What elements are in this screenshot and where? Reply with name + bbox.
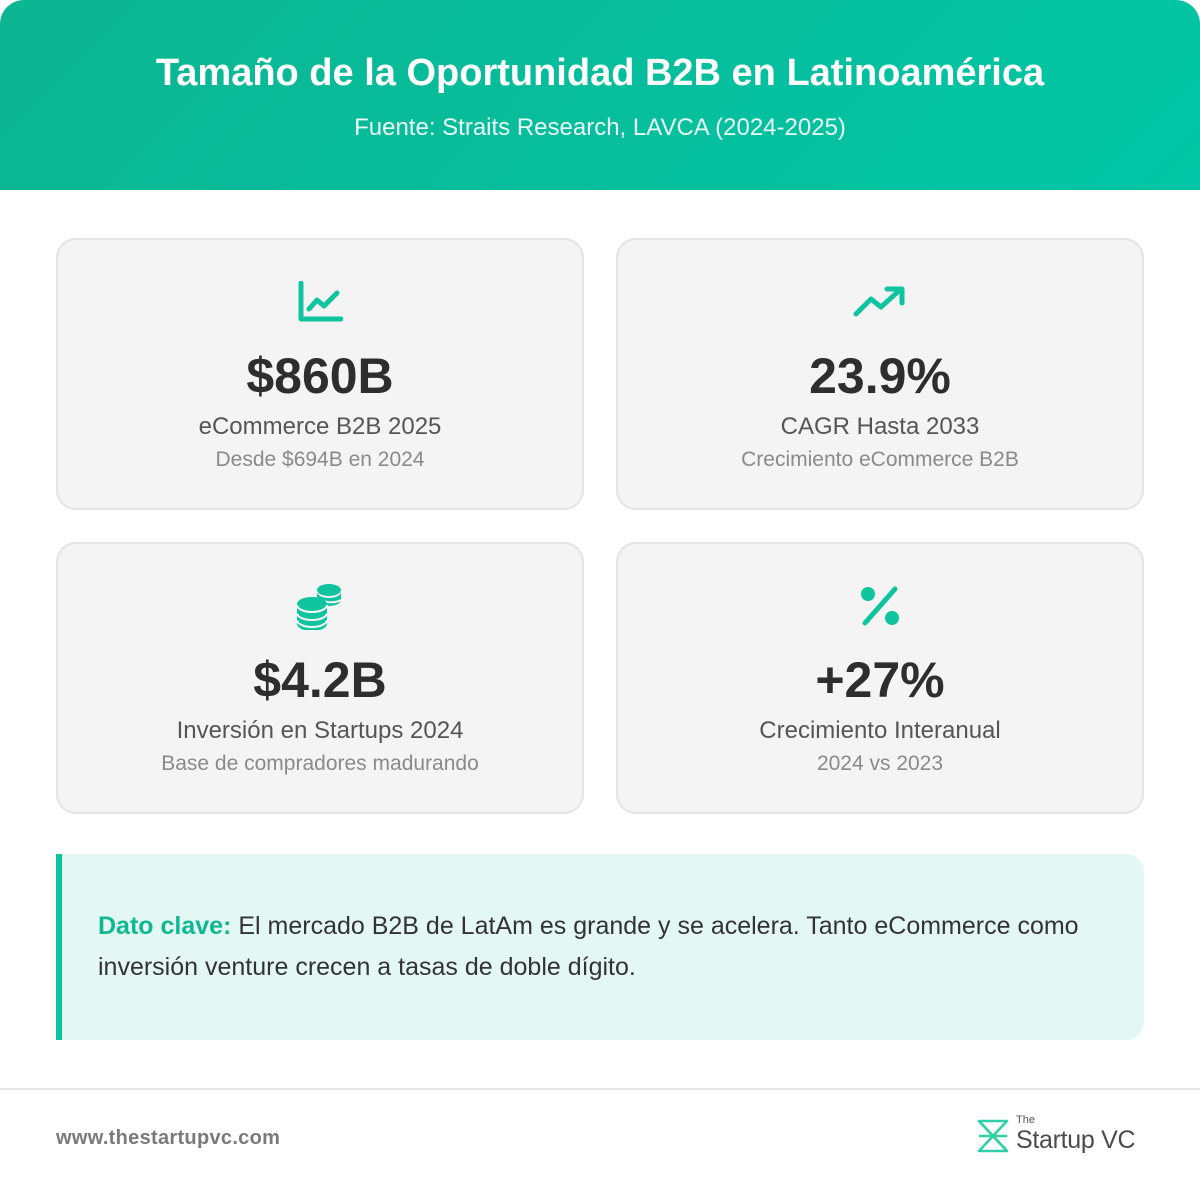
stat-label: CAGR Hasta 2033 [780, 413, 980, 440]
trending-up-icon [618, 278, 1142, 326]
key-insight-box: Dato clave: El mercado B2B de LatAm es g… [56, 854, 1144, 1040]
stat-value: +27% [815, 652, 945, 708]
footer-website-link[interactable]: www.thestartupvc.com [56, 1127, 281, 1149]
percent-icon [618, 582, 1142, 630]
stat-value: $4.2B [253, 652, 387, 708]
stat-card-ecommerce: $860B eCommerce B2B 2025 Desde $694B en … [56, 238, 584, 510]
startup-vc-logo-icon [976, 1118, 1010, 1159]
stat-note: Base de compradores madurando [161, 752, 479, 775]
stat-note: Crecimiento eCommerce B2B [741, 448, 1019, 471]
key-insight-label: Dato clave: [98, 912, 232, 940]
stat-value: $860B [246, 348, 394, 404]
stat-card-investment: $4.2B Inversión en Startups 2024 Base de… [56, 542, 584, 814]
stat-label: Inversión en Startups 2024 [176, 717, 464, 744]
line-chart-icon [58, 278, 582, 326]
stat-value: 23.9% [809, 348, 951, 404]
footer-divider [0, 1088, 1200, 1090]
header-banner: Tamaño de la Oportunidad B2B en Latinoam… [0, 0, 1200, 190]
key-insight-text: Dato clave: El mercado B2B de LatAm es g… [98, 906, 1098, 988]
stat-card-growth: +27% Crecimiento Interanual 2024 vs 2023 [616, 542, 1144, 814]
stat-card-cagr: 23.9% CAGR Hasta 2033 Crecimiento eComme… [616, 238, 1144, 510]
coins-icon [58, 582, 582, 630]
source-subtitle: Fuente: Straits Research, LAVCA (2024-20… [354, 114, 846, 141]
stat-note: Desde $694B en 2024 [215, 448, 425, 471]
brand-logo: The Startup VC [976, 1114, 1146, 1158]
brand-name: Startup VC [1016, 1126, 1136, 1154]
stat-label: eCommerce B2B 2025 [198, 413, 442, 440]
page-title: Tamaño de la Oportunidad B2B en Latinoam… [155, 52, 1045, 94]
brand-prefix: The [1016, 1114, 1035, 1126]
stat-label: Crecimiento Interanual [759, 717, 1001, 744]
key-insight-body: El mercado B2B de LatAm es grande y se a… [98, 912, 1079, 981]
stat-note: 2024 vs 2023 [816, 752, 944, 775]
